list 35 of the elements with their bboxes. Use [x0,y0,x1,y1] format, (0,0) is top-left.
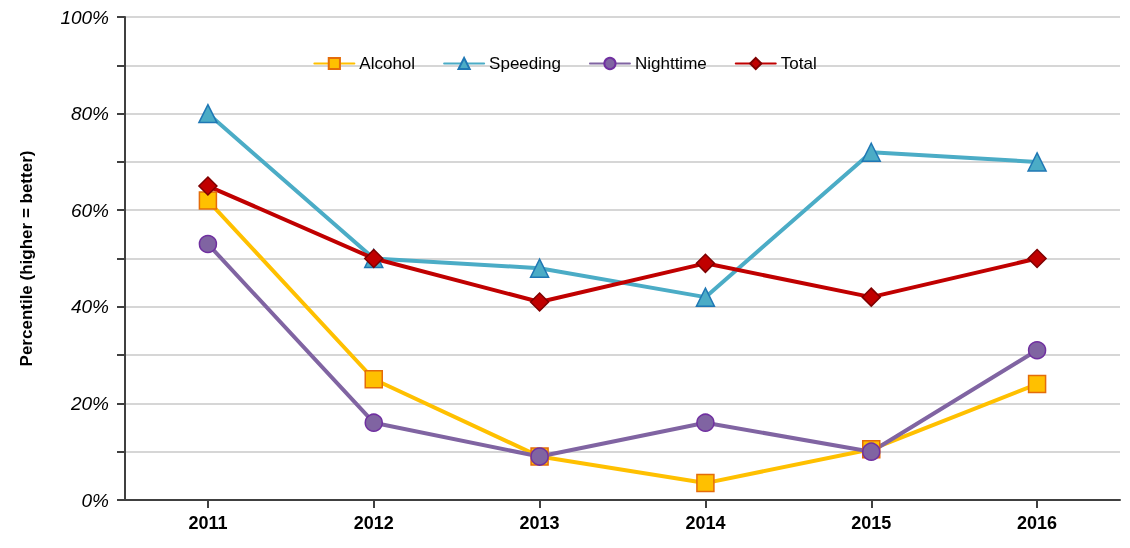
y-tick-label: 0% [81,489,110,511]
point [695,253,716,274]
point [696,413,715,432]
legend-label: Speeding [489,54,561,73]
point [1027,341,1047,360]
point [198,234,218,254]
point [1027,152,1047,172]
point [861,142,881,162]
x-tick-label: 2013 [519,513,560,533]
point [364,370,383,389]
y-tick-label: 40% [70,296,110,318]
point [861,287,881,307]
legend-label: Nighttime [634,54,707,73]
x-tick-label: 2014 [685,513,726,533]
x-tick-label: 2012 [353,513,394,533]
y-tick-label: 100% [60,6,110,28]
legend-label: Alcohol [359,54,416,73]
point [529,292,550,312]
point [364,413,383,432]
point [529,258,550,278]
point [1027,248,1047,269]
y-tick-label: 80% [70,103,110,125]
x-tick-label: 2015 [851,513,892,533]
point [696,473,715,493]
y-axis-title: Percentile (higher = better) [17,150,36,367]
x-tick-label: 2016 [1017,513,1058,533]
x-tick-label: 2011 [188,513,228,533]
point [198,103,218,124]
point [1027,374,1047,394]
y-tick-label: 20% [69,392,110,414]
legend-label: Total [780,54,817,73]
point [695,287,716,307]
point [198,191,218,210]
y-tick-label: 60% [70,199,110,221]
point [198,176,218,196]
